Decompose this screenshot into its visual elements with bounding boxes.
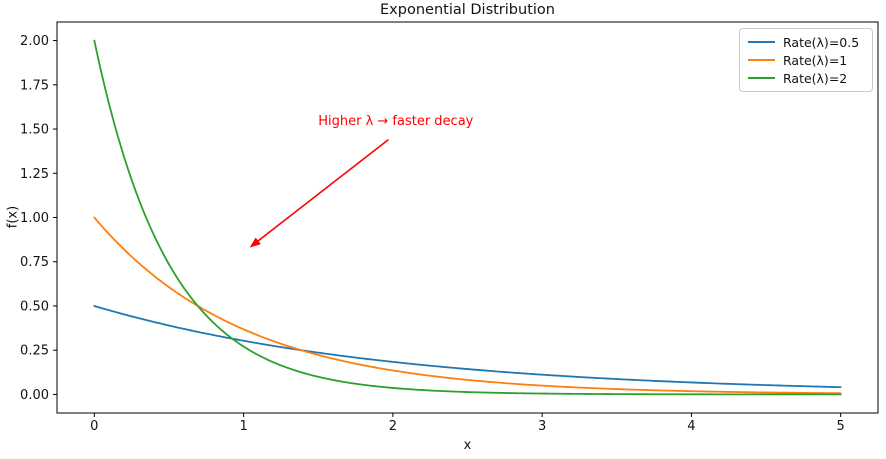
y-tick-label: 0.25 <box>20 344 49 359</box>
legend-item: Rate(λ)=2 <box>748 71 864 86</box>
chart-title: Exponential Distribution <box>380 2 555 18</box>
x-tick-label: 1 <box>239 419 247 434</box>
annotation-arrow-head <box>249 237 261 248</box>
legend-line-sample <box>748 77 775 79</box>
legend: Rate(λ)=0.5 Rate(λ)=1 Rate(λ)=2 <box>739 28 873 92</box>
y-tick-label: 2.00 <box>20 34 49 49</box>
y-tick-label: 1.00 <box>20 211 49 226</box>
x-tick-label: 3 <box>538 419 546 434</box>
x-tick-label: 0 <box>90 419 98 434</box>
curve-lambda-0.5 <box>93 305 842 389</box>
y-axis-label: f(x) <box>5 205 21 229</box>
legend-label: Rate(λ)=1 <box>783 52 848 68</box>
legend-line-sample <box>748 41 775 43</box>
legend-item: Rate(λ)=1 <box>748 53 864 68</box>
x-axis-label: x <box>463 438 472 453</box>
y-tick-label: 0.00 <box>20 388 49 403</box>
x-tick-label: 4 <box>687 419 695 434</box>
legend-label: Rate(λ)=2 <box>783 70 848 86</box>
curve-lambda-1 <box>93 216 842 395</box>
legend-line-sample <box>748 59 775 61</box>
legend-item: Rate(λ)=0.5 <box>748 35 864 50</box>
x-tick-label: 5 <box>837 419 845 434</box>
y-tick-label: 1.50 <box>20 123 49 138</box>
y-tick-label: 0.75 <box>20 255 49 270</box>
y-tick-label: 1.25 <box>20 167 49 182</box>
y-tick-label: 1.75 <box>20 78 49 93</box>
x-tick-label: 2 <box>389 419 397 434</box>
annotation-arrow-shaft <box>256 139 389 243</box>
y-tick-label: 0.50 <box>20 299 49 314</box>
curve-lambda-2 <box>93 39 842 396</box>
legend-label: Rate(λ)=0.5 <box>783 34 860 50</box>
annotation-text: Higher λ → faster decay <box>318 114 474 130</box>
